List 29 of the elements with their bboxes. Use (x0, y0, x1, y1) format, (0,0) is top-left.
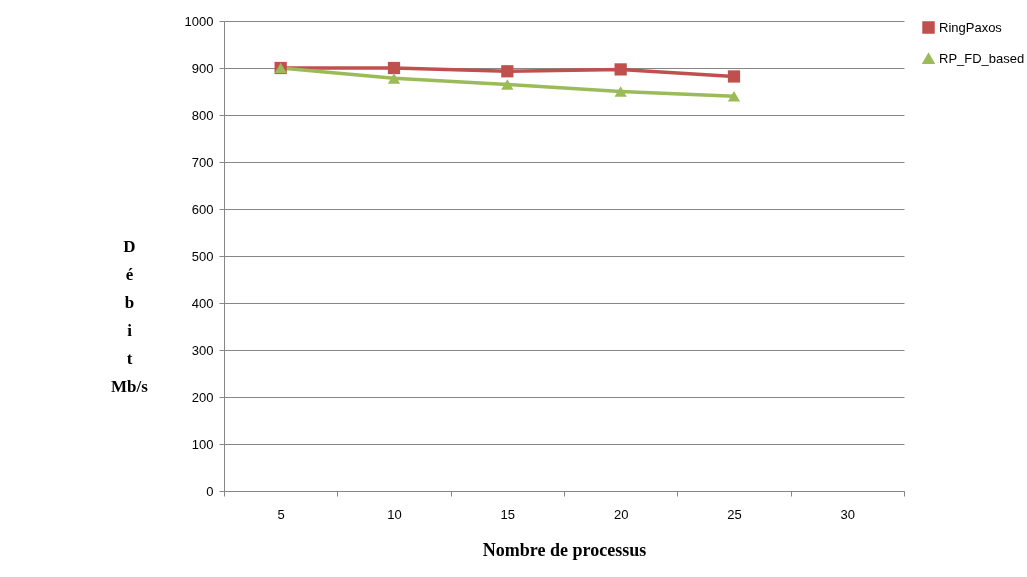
y-tick-label: 500 (191, 248, 214, 264)
x-tick-label: 15 (500, 506, 516, 522)
y-tick-label: 600 (191, 201, 214, 217)
y-tick-label: 0 (206, 483, 214, 499)
point (501, 79, 514, 90)
y-axis-title: Débit Mb/s (111, 236, 149, 396)
point (727, 90, 741, 102)
point (614, 63, 627, 76)
legend-label: RP_FD_based (939, 50, 1025, 66)
point (727, 70, 741, 83)
point (387, 61, 401, 75)
x-tick-label: 25 (727, 506, 742, 522)
y-tick-label: 800 (191, 107, 214, 123)
x-tick-label: 5 (277, 506, 285, 522)
y-tick-label: 1000 (184, 13, 214, 29)
x-axis-title: Nombre de processus (482, 539, 647, 560)
x-tick-label: 10 (387, 506, 402, 522)
y-tick-label: 400 (191, 295, 214, 311)
legend-label: RingPaxos (939, 19, 1003, 35)
point (614, 86, 627, 97)
x-tick-label: 20 (613, 506, 629, 522)
x-tick-label: 30 (840, 506, 856, 522)
point (387, 73, 401, 84)
y-tick-label: 700 (191, 154, 214, 170)
y-tick-label: 200 (191, 389, 214, 405)
point (501, 65, 514, 78)
y-tick-label: 900 (191, 60, 214, 76)
y-tick-label: 100 (191, 436, 214, 452)
y-tick-label: 300 (191, 342, 214, 358)
